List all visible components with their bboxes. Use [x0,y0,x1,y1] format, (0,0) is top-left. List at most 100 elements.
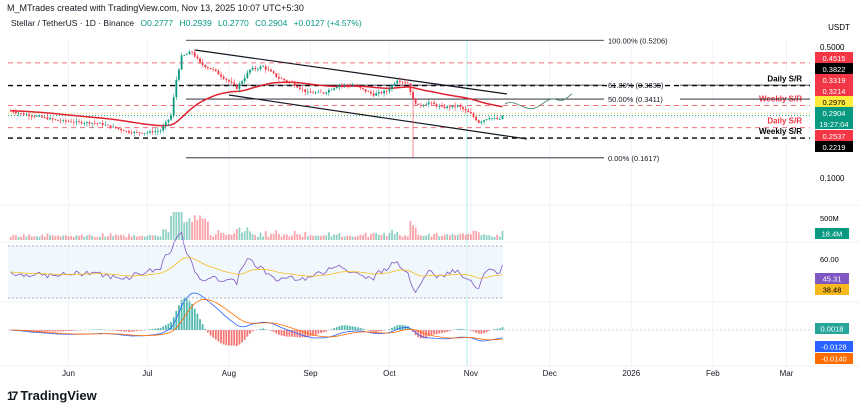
ohlc-close: C0.2904 [255,18,288,28]
candle-body [130,132,133,134]
candle-body [109,125,112,128]
macd-histogram-bar [243,330,246,340]
volume-bar [101,233,104,240]
macd-histogram-bar [151,328,154,330]
volume-bar [254,234,257,240]
volume-bar [320,235,322,240]
volume-bar [375,232,378,240]
candle-body [448,106,451,108]
candle-body [312,92,314,94]
candle-body [472,113,475,117]
candle-body [491,117,493,119]
macd-histogram-bar [435,330,438,335]
candle-body [354,86,357,87]
candle-body [333,88,336,90]
macd-histogram-bar [496,328,499,330]
candle-body [441,106,443,107]
candle-body [291,81,293,83]
attribution: M_MTrades created with TradingView.com, … [7,3,304,13]
candle-body [456,105,459,107]
candle-body [25,114,28,116]
macd-histogram-bar [351,326,354,330]
macd-histogram-bar [275,330,278,334]
candle-body [501,115,504,119]
candle-body [214,69,217,71]
macd-histogram-bar [162,326,165,330]
rsi-tick: 60.00 [820,255,839,264]
rsi-ma-label-box [815,284,849,295]
candle-body [209,68,212,70]
macd-histogram-bar [469,330,472,331]
volume-bar [243,231,246,240]
volume-bar [262,236,265,240]
candle-body [330,89,333,91]
volume-bar [20,236,23,240]
macd-histogram-bar [67,330,70,331]
macd-histogram-bar [485,330,488,333]
candle-body [309,91,312,93]
macd-histogram-bar [141,330,144,331]
volume-bar [472,230,475,240]
volume-bar [199,215,201,240]
macd-histogram-bar [249,330,251,334]
volume-bar [356,236,359,240]
candle-body [467,110,470,113]
candle-body [341,84,343,86]
rsi-ma-label: 38.48 [823,286,842,295]
candle-body [409,83,412,93]
macd-line-label: -0.0128 [821,343,846,352]
macd-histogram-bar [51,330,54,332]
macd-histogram-bar [72,330,75,331]
price-label-box [815,96,853,107]
volume-bar [485,235,488,240]
candle-body [256,69,259,70]
candle-body [180,55,183,70]
macd-histogram-bar [188,300,191,330]
volume-bar [438,236,441,240]
volume-bar [275,230,278,240]
candle-body [206,67,209,69]
volume-bar [25,236,28,240]
tradingview-logo[interactable]: 17 TradingView [7,388,97,403]
candle-body [325,92,328,94]
macd-histogram-bar [241,330,243,343]
candle-body [420,104,422,106]
macd-histogram-bar [154,328,157,330]
candle-body [225,78,228,80]
candle-body [33,116,36,117]
macd-histogram-bar [138,330,141,331]
volume-bar [398,235,401,240]
macd-histogram-bar [206,330,209,333]
candle-body [264,66,267,70]
macd-histogram-bar [36,330,38,332]
macd-histogram-bar [462,329,464,330]
volume-bar [33,236,36,240]
macd-histogram-bar [120,330,122,332]
volume-bar [238,227,241,240]
candle-body [114,126,117,129]
macd-histogram-bar [475,330,478,333]
volume-bar [49,235,51,240]
candle-body [146,132,149,134]
macd-histogram-bar [209,330,212,336]
volume-bar [88,234,91,240]
volume-bar [283,234,286,240]
macd-histogram-bar [406,326,409,330]
volume-bar [483,234,485,240]
candle-body [454,105,456,107]
candle-body [104,124,107,126]
volume-bar [125,236,128,240]
macd-histogram-bar [498,328,501,330]
macd-histogram-bar [49,330,51,332]
macd-histogram-bar [62,330,65,332]
macd-histogram-bar [359,327,362,330]
volume-bar [493,236,496,240]
macd-histogram-bar [277,330,280,335]
candle-body [238,83,241,89]
volume-bar [380,235,383,240]
candle-body [188,51,191,55]
volume-bar [133,235,136,240]
candle-body [438,106,441,107]
macd-histogram-bar [314,330,317,335]
